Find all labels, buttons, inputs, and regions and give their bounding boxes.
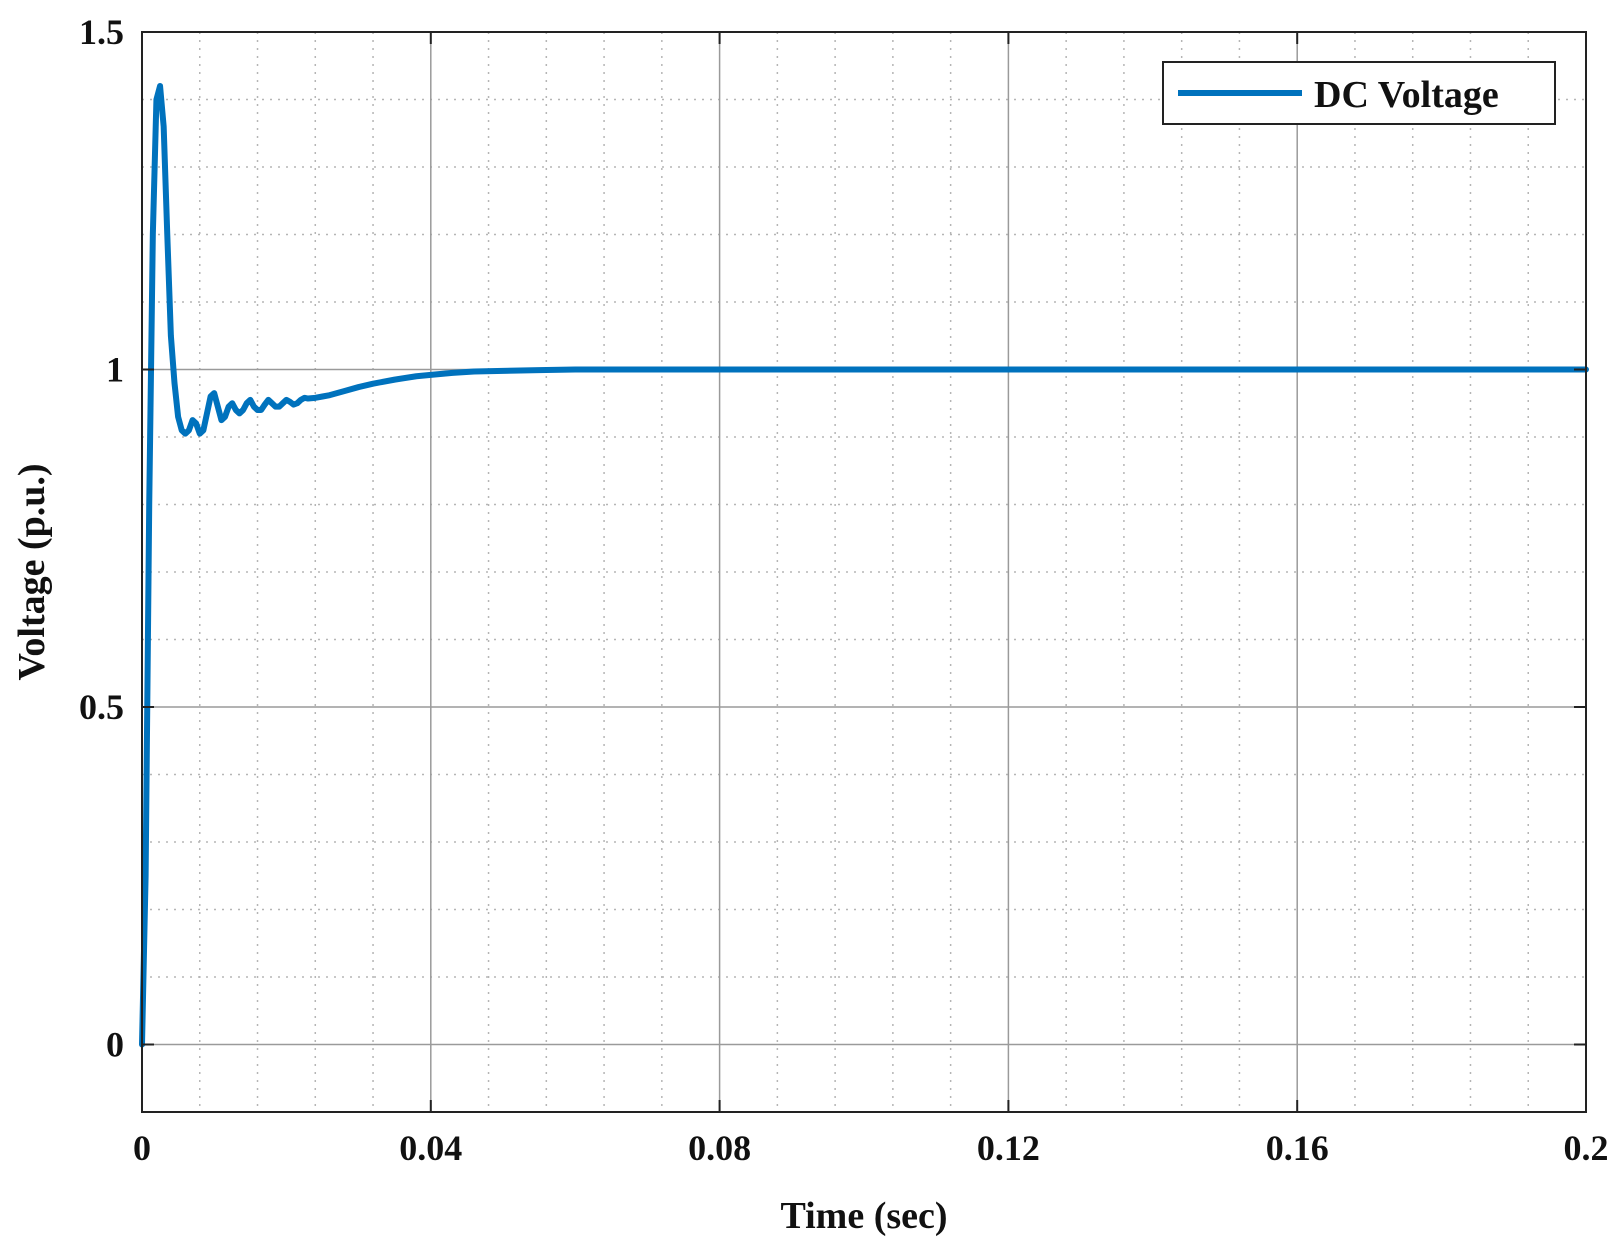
y-axis-label: Voltage (p.u.) [11,463,53,680]
legend: DC Voltage [1162,61,1556,125]
x-tick-label: 0.2 [1564,1128,1609,1168]
minor-grid [142,32,1586,1112]
x-tick-label: 0.04 [399,1128,462,1168]
x-tick-label: 0 [133,1128,151,1168]
y-tick-label: 0 [106,1025,124,1065]
legend-label-dc-voltage: DC Voltage [1314,74,1499,116]
series-line-dc-voltage [139,83,1589,1048]
x-axis-label: Time (sec) [780,1195,947,1237]
y-tick-label: 1.5 [79,12,124,52]
ticks-layer [141,31,1587,1112]
tick-labels: 0 0.04 0.08 0.12 0.16 0.2 0 0.5 1 1.5 [79,12,1609,1168]
y-tick-label: 0.5 [79,687,124,727]
plot-frame [141,31,1587,1113]
x-tick-label: 0.16 [1266,1128,1329,1168]
y-tick-label: 1 [106,350,124,390]
series-layer [139,83,1589,1048]
x-tick-label: 0.12 [977,1128,1040,1168]
x-tick-label: 0.08 [688,1128,751,1168]
